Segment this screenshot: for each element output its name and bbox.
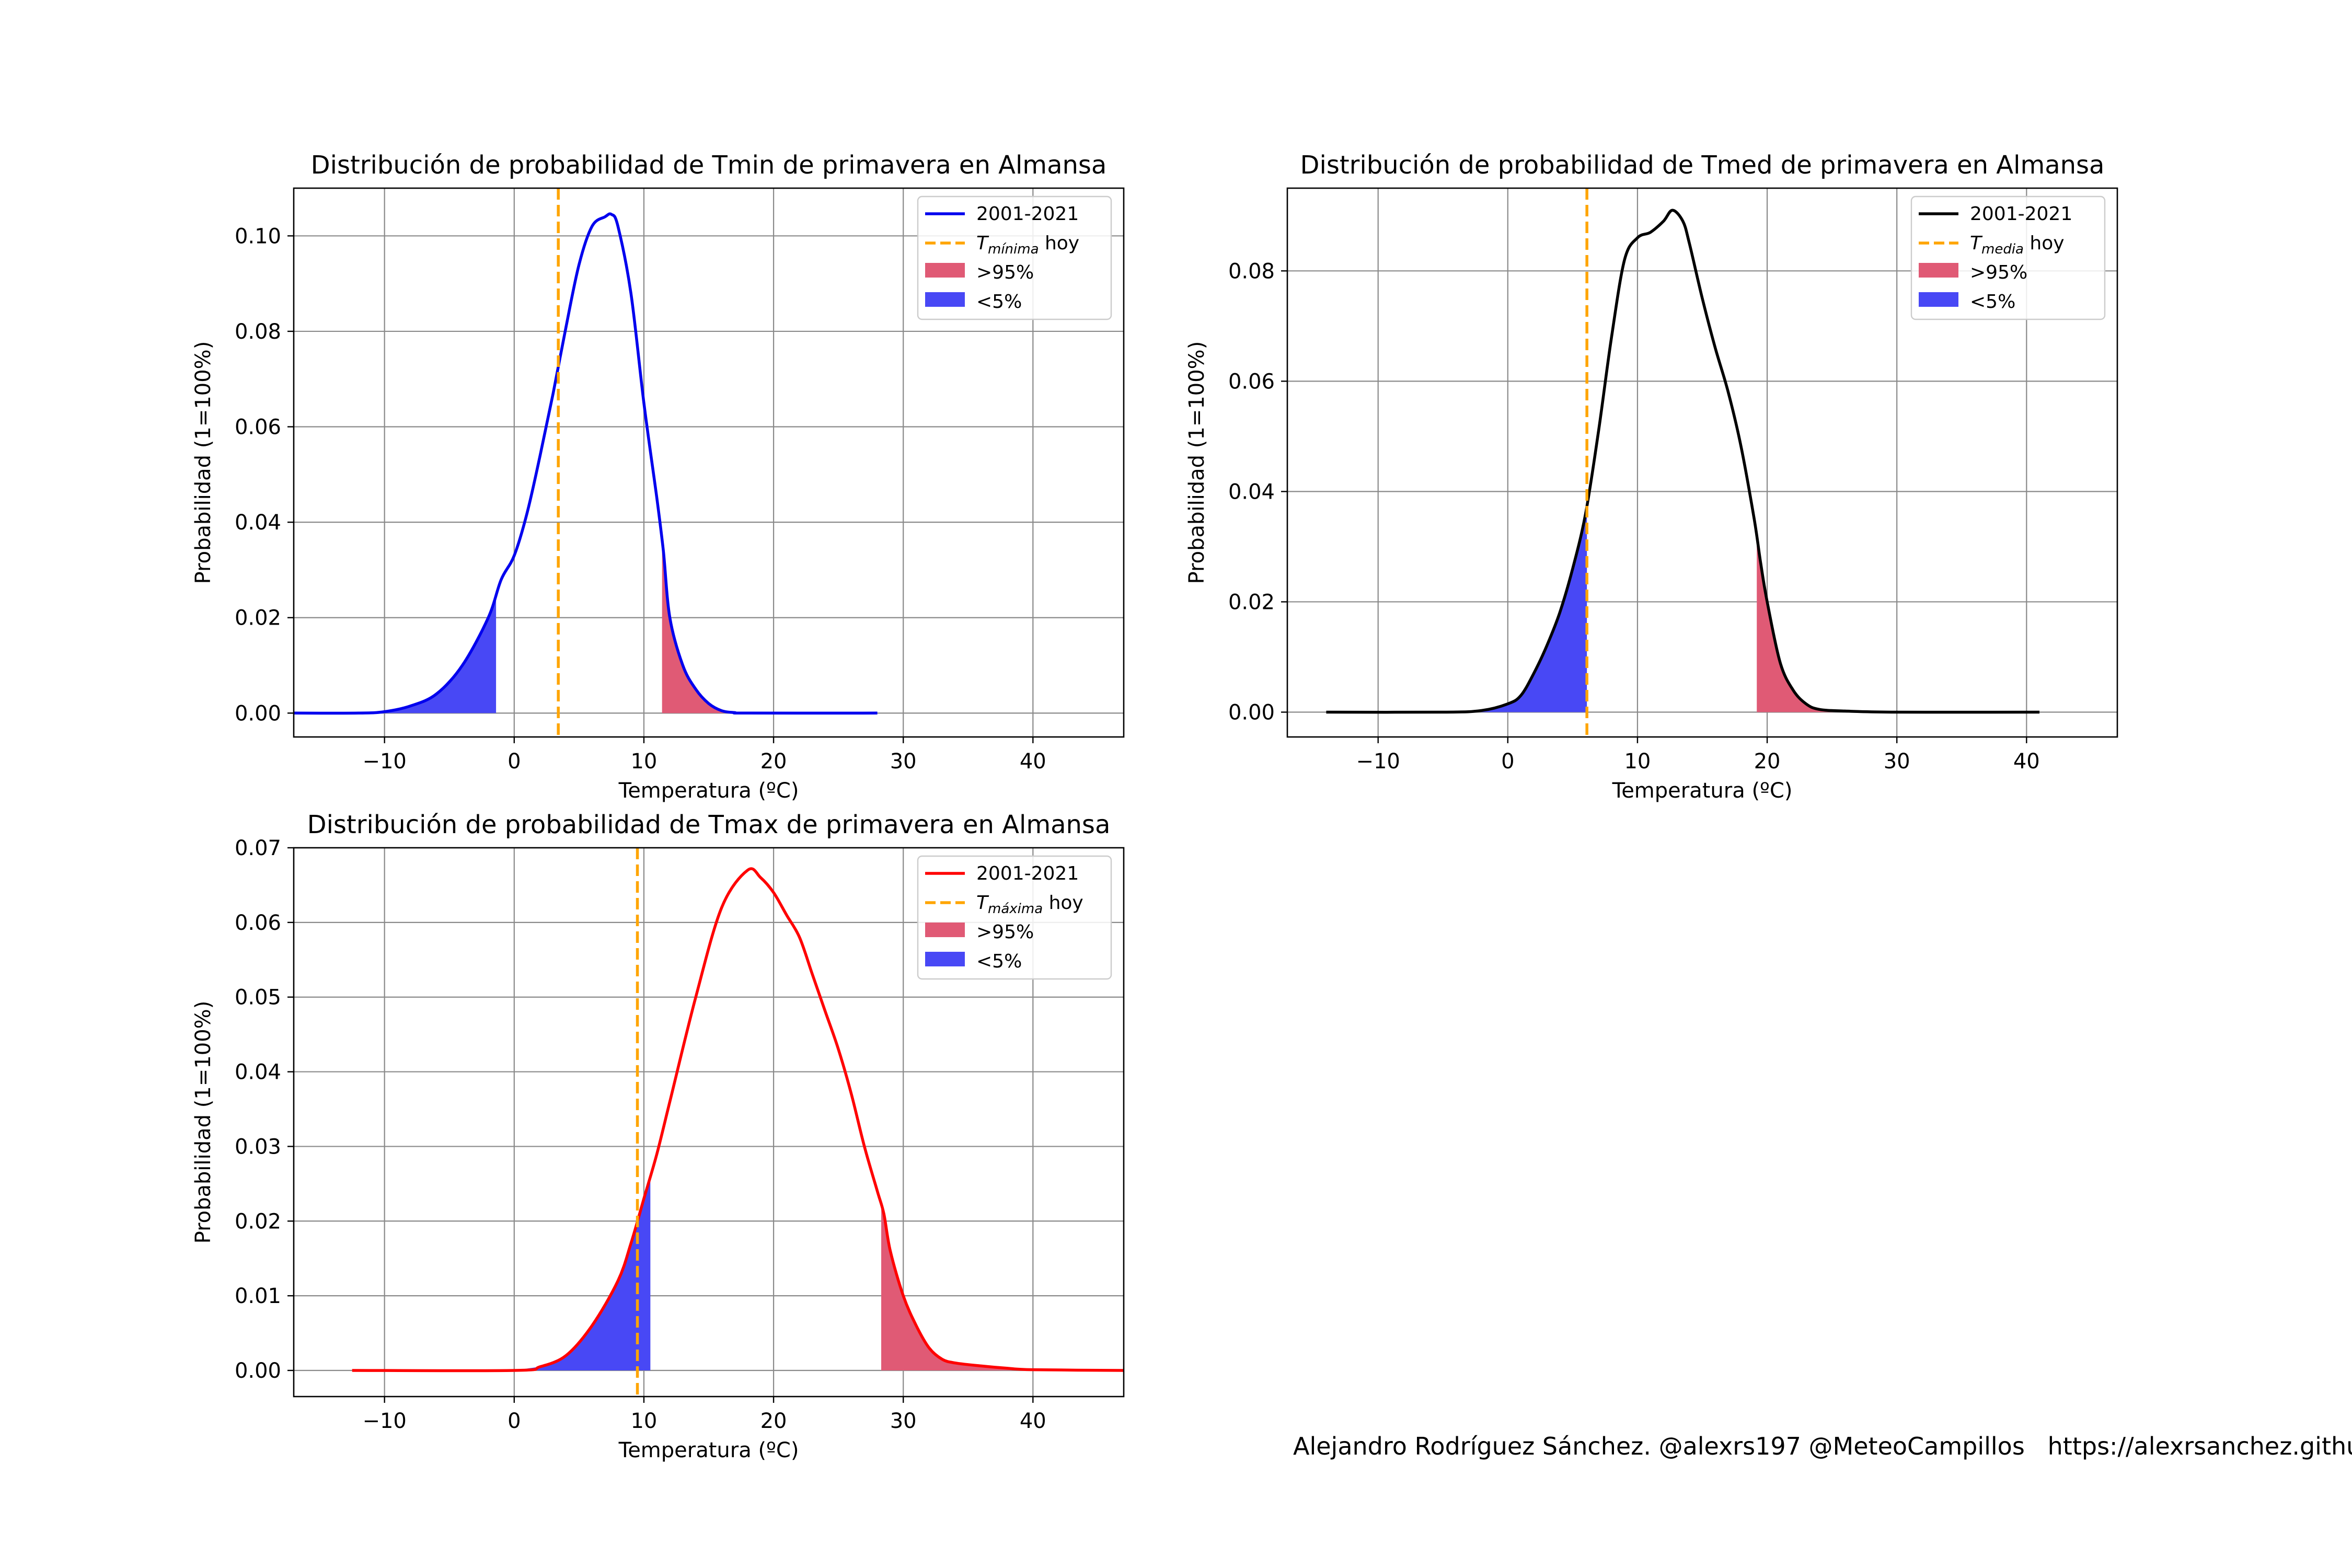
legend-box <box>917 195 1112 320</box>
low-tail-fill <box>352 1176 651 1370</box>
chart-3: −10 0 10 20 30 40 0.00 0.01 0.02 0.03 0.04 0.05 0.06… <box>191 810 1125 1462</box>
y-tick-label: 0.00 <box>235 1359 281 1383</box>
y-tick-label: 0.00 <box>1228 701 1275 725</box>
x-tick-label: 0 <box>1501 750 1514 774</box>
x-tick-label: 40 <box>1020 1409 1046 1433</box>
y-tick-label: 0.04 <box>235 1060 281 1085</box>
legend-low-label: <5% <box>976 291 1022 313</box>
legend-today-tail: hoy <box>2024 233 2065 254</box>
y-tick-label: 0.03 <box>235 1135 281 1159</box>
legend-today-label: Tmedia hoy <box>1970 233 2065 257</box>
y-tick-label: 0.02 <box>235 606 281 630</box>
legend-today-main: T <box>1970 233 1983 254</box>
legend-low-swatch <box>925 952 965 966</box>
x-tick-label: 20 <box>1754 750 1781 774</box>
y-tick-label: 0.02 <box>1228 590 1275 614</box>
chart-2: −10 0 10 20 30 40 0.00 0.02 0.04 0.06 0.08 Distribu… <box>1185 151 2118 803</box>
x-tick-label: 40 <box>2013 750 2040 774</box>
legend: 2001-2021 Tmedia hoy >95% <5% <box>1910 195 2106 320</box>
plot-frame <box>293 847 1125 1398</box>
y-tick-label: 0.08 <box>235 320 281 344</box>
y-tick-label: 0.06 <box>235 416 281 440</box>
y-tick-label: 0.08 <box>1228 259 1275 283</box>
legend-today-sub: mínima <box>988 241 1039 257</box>
density-curve <box>1326 209 2040 714</box>
legend-low-swatch <box>1919 292 1958 307</box>
y-axis-label: Probabilidad (1=100%) <box>1185 341 1209 584</box>
legend-today-label: Tmínima hoy <box>976 233 1079 257</box>
y-tick-label: 0.05 <box>235 986 281 1010</box>
x-tick-label: 20 <box>760 750 787 774</box>
legend-high-label: >95% <box>976 262 1034 283</box>
x-tick-label: 20 <box>760 1409 787 1433</box>
legend-box <box>917 855 1112 980</box>
x-tick-label: 10 <box>1624 750 1651 774</box>
x-tick-label: −10 <box>362 750 406 774</box>
legend-today-sub: máxima <box>988 901 1043 917</box>
y-tick-label: 0.02 <box>235 1209 281 1233</box>
density-curve <box>294 212 878 715</box>
legend: 2001-2021 Tmáxima hoy >95% <5% <box>917 855 1112 980</box>
low-tail-fill <box>1326 505 1587 712</box>
y-tick-label: 0.07 <box>235 836 281 860</box>
high-tail-fill <box>662 540 748 713</box>
x-axis-label: Temperatura (ºC) <box>618 779 799 803</box>
legend-today-label: Tmáxima hoy <box>976 892 1083 917</box>
y-axis-label: Probabilidad (1=100%) <box>191 341 215 584</box>
legend-today-sub: media <box>1981 241 2024 257</box>
density-curve <box>352 867 1124 1373</box>
y-tick-label: 0.06 <box>1228 370 1275 394</box>
legend-today-tail: hoy <box>1039 233 1080 254</box>
x-tick-label: −10 <box>1356 750 1400 774</box>
x-tick-label: 30 <box>1884 750 1910 774</box>
legend-low-label: <5% <box>1970 291 2015 313</box>
x-axis-label: Temperatura (ºC) <box>1612 779 1793 803</box>
chart-title: Distribución de probabilidad de Tmed de … <box>1300 151 2105 180</box>
y-tick-label: 0.04 <box>1228 480 1275 504</box>
x-tick-label: 40 <box>1020 750 1046 774</box>
legend-today-tail: hoy <box>1043 892 1083 914</box>
x-axis-label: Temperatura (ºC) <box>618 1438 799 1462</box>
x-tick-label: 30 <box>890 1409 917 1433</box>
legend-high-swatch <box>1919 263 1958 278</box>
plot-frame <box>293 187 1125 738</box>
y-tick-label: 0.10 <box>235 224 281 248</box>
plot-frame <box>1286 187 2118 738</box>
y-tick-label: 0.06 <box>235 911 281 935</box>
high-tail-fill <box>1757 536 2040 712</box>
legend-high-label: >95% <box>976 921 1034 943</box>
legend-today-main: T <box>976 892 989 914</box>
chart-title: Distribución de probabilidad de Tmax de … <box>307 810 1111 839</box>
legend-today-main: T <box>976 233 989 254</box>
legend-high-label: >95% <box>1970 262 2027 283</box>
y-axis-label: Probabilidad (1=100%) <box>191 1001 215 1244</box>
legend-series-label: 2001-2021 <box>976 863 1079 884</box>
y-tick-label: 0.04 <box>235 511 281 535</box>
legend-high-swatch <box>925 923 965 937</box>
chart-title: Distribución de probabilidad de Tmin de … <box>311 151 1107 180</box>
legend-high-swatch <box>925 263 965 278</box>
legend-box <box>1910 195 2106 320</box>
low-tail-fill <box>294 594 497 713</box>
high-tail-fill <box>881 1204 1124 1370</box>
x-tick-label: 10 <box>630 1409 657 1433</box>
x-tick-label: 10 <box>630 750 657 774</box>
chart-1: −10 0 10 20 30 40 0.00 0.02 0.04 0.06 0.08 0.10 Dist… <box>191 151 1125 803</box>
x-tick-label: −10 <box>362 1409 406 1433</box>
x-tick-label: 30 <box>890 750 917 774</box>
author-credit: Alejandro Rodríguez Sánchez. @alexrs197 … <box>1293 1432 2352 1460</box>
legend-low-swatch <box>925 292 965 307</box>
y-tick-label: 0.00 <box>235 701 281 725</box>
x-tick-label: 0 <box>508 750 521 774</box>
y-tick-label: 0.01 <box>235 1284 281 1308</box>
legend-low-label: <5% <box>976 951 1022 972</box>
legend-series-label: 2001-2021 <box>1970 203 2072 225</box>
x-tick-label: 0 <box>508 1409 521 1433</box>
legend-series-label: 2001-2021 <box>976 203 1079 225</box>
